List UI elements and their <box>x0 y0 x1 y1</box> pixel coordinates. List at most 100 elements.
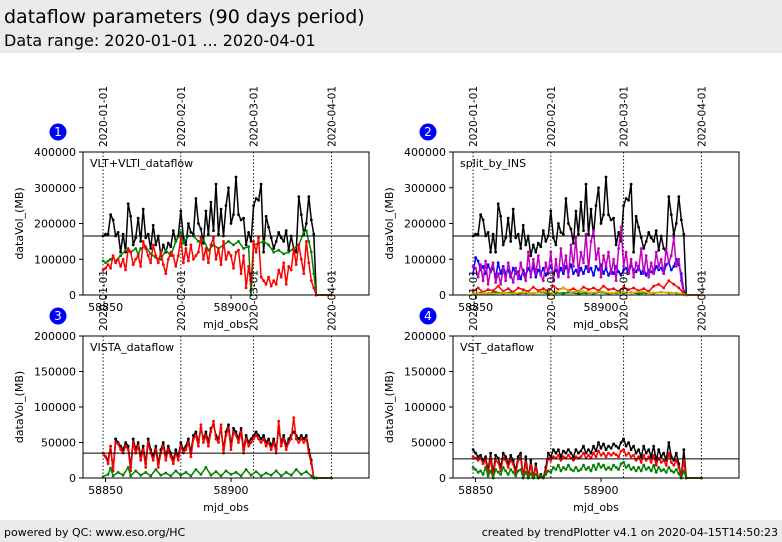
data-point <box>297 441 301 444</box>
data-point <box>481 265 485 268</box>
data-point <box>569 451 573 455</box>
panel-annotation: VST_dataflow <box>460 341 534 354</box>
data-point <box>632 275 635 279</box>
data-point <box>574 209 578 213</box>
data-point <box>474 468 477 471</box>
data-point <box>144 470 148 474</box>
data-point <box>247 265 251 268</box>
data-point <box>476 455 480 459</box>
data-point <box>624 266 628 270</box>
data-point <box>634 261 638 265</box>
data-point <box>232 426 235 430</box>
data-point <box>619 449 623 453</box>
data-point <box>647 275 651 279</box>
data-point <box>674 265 678 268</box>
data-point <box>131 243 135 247</box>
data-point <box>602 284 605 288</box>
data-point <box>484 466 487 469</box>
data-point <box>254 470 258 473</box>
data-point <box>179 441 183 444</box>
data-point <box>144 236 148 240</box>
data-point <box>627 198 630 202</box>
series-markers-red <box>101 236 333 297</box>
data-point <box>594 204 598 208</box>
data-point <box>667 451 671 455</box>
data-point <box>484 455 487 459</box>
data-point <box>204 434 208 437</box>
data-point <box>549 209 553 213</box>
data-point <box>119 254 122 258</box>
data-point <box>217 441 220 444</box>
data-point <box>521 290 525 294</box>
data-point <box>642 272 646 275</box>
series-line-yellow <box>473 287 702 296</box>
data-point <box>491 261 495 265</box>
data-point <box>557 222 560 225</box>
data-point <box>171 254 175 258</box>
data-point <box>679 279 683 283</box>
data-point <box>622 285 625 289</box>
data-point <box>252 204 256 208</box>
data-point <box>184 243 188 247</box>
y-tick-label: 150000 <box>404 366 446 379</box>
data-point <box>249 240 253 243</box>
data-point <box>564 451 568 455</box>
data-point <box>124 248 127 252</box>
data-point <box>589 266 593 270</box>
data-point <box>629 182 633 186</box>
data-point <box>511 470 515 474</box>
data-point <box>574 236 578 240</box>
data-point <box>184 448 188 451</box>
chart-panel-4: 2020-01-01 2020-02-01 2020-03-01 2020-04-01… <box>383 270 740 514</box>
data-point <box>506 287 510 290</box>
data-point <box>657 248 661 252</box>
data-point <box>557 453 560 457</box>
data-point <box>531 243 535 247</box>
data-point <box>577 292 580 295</box>
data-point <box>511 292 515 295</box>
data-point <box>629 455 633 459</box>
data-point <box>534 275 538 279</box>
data-point <box>144 247 148 250</box>
data-point <box>471 466 475 469</box>
data-point <box>262 434 265 437</box>
data-point <box>511 281 515 284</box>
data-point <box>141 444 145 448</box>
data-point <box>519 468 523 471</box>
data-point <box>549 455 553 459</box>
data-point <box>239 218 243 222</box>
data-point <box>116 442 120 446</box>
data-point <box>486 474 490 478</box>
data-point <box>604 448 608 451</box>
data-point <box>559 458 563 462</box>
data-point <box>622 268 625 272</box>
data-point <box>599 446 603 450</box>
data-point <box>267 275 270 279</box>
data-point <box>629 291 633 295</box>
data-point <box>199 227 203 231</box>
data-point <box>597 186 600 190</box>
data-point <box>597 449 600 453</box>
data-point <box>562 291 565 295</box>
data-point <box>289 437 293 441</box>
data-point <box>674 458 678 462</box>
data-point <box>299 437 303 441</box>
badge-number: 1 <box>54 125 62 139</box>
data-point <box>597 268 600 272</box>
data-point <box>129 214 133 218</box>
data-point <box>637 448 640 451</box>
data-point <box>309 250 313 254</box>
data-point <box>277 268 281 272</box>
data-point <box>212 236 215 240</box>
data-point <box>637 225 640 229</box>
data-point <box>479 453 482 457</box>
data-point <box>494 290 497 294</box>
data-point <box>524 455 528 459</box>
x-axis-label: mjd_obs <box>573 318 619 331</box>
data-point <box>579 449 583 453</box>
data-point <box>259 437 263 441</box>
data-point <box>644 468 648 471</box>
data-point <box>204 209 208 213</box>
data-point <box>619 462 623 466</box>
data-point <box>119 448 122 451</box>
